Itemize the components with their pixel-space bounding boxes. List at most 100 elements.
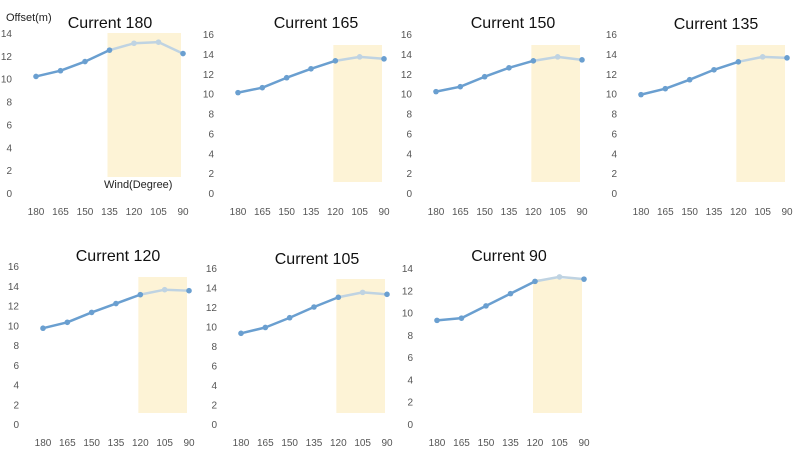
- series-line-segment: [460, 304, 488, 320]
- y-tick-label: 2: [407, 398, 413, 409]
- highlight-region: [533, 279, 582, 413]
- y-tick-label: 14: [206, 284, 218, 295]
- data-point: [434, 317, 440, 324]
- chart-panel: Current 105 0 2 4 6 8 10 12 14 16 180 165 150 135 120 1…: [206, 251, 393, 449]
- y-tick-label: 16: [203, 30, 215, 41]
- x-tick-label: 135: [101, 207, 118, 218]
- y-tick-label: 14: [203, 50, 215, 61]
- data-point: [662, 85, 669, 92]
- x-tick-label: 105: [156, 438, 173, 449]
- chart-panel: Current 150 0 2 4 6 8 10 12 14 16 180 165 150 135 120 1…: [401, 15, 588, 218]
- data-point: [262, 324, 269, 331]
- x-tick-label: 180: [428, 207, 445, 218]
- series-line-segment: [358, 55, 386, 61]
- y-tick-label: 16: [606, 30, 618, 41]
- x-tick-label: 90: [781, 207, 793, 218]
- y-tick-label: 4: [13, 381, 19, 392]
- chart-panel: Current 120 0 2 4 6 8 10 12 14 16 180 165 150 135 120 1…: [8, 248, 195, 449]
- y-tick-label: 8: [407, 331, 413, 342]
- x-tick-label: 165: [59, 438, 76, 449]
- x-tick-label: 150: [476, 207, 493, 218]
- data-point: [433, 88, 439, 95]
- x-tick-label: 135: [306, 438, 323, 449]
- data-point: [735, 59, 742, 65]
- highlight-region: [531, 45, 580, 182]
- series-line-segment: [83, 48, 111, 63]
- highlight-region: [336, 279, 385, 413]
- series-line-segment: [361, 291, 389, 296]
- x-tick-label: 165: [254, 207, 271, 218]
- chart-title: Current 120: [76, 248, 161, 265]
- x-tick-label: 165: [452, 207, 469, 218]
- x-tick-label: 180: [633, 207, 650, 218]
- y-tick-label: 10: [402, 309, 414, 320]
- x-tick-label: 150: [83, 438, 100, 449]
- series-line-segment: [261, 76, 288, 89]
- series-line-segment: [712, 60, 740, 72]
- series-line-segment: [639, 87, 667, 96]
- y-tick-label: 4: [208, 149, 214, 160]
- chart-title: Current 150: [471, 15, 556, 32]
- x-tick-label: 120: [330, 438, 347, 449]
- y-tick-label: 2: [6, 166, 12, 177]
- data-point: [711, 66, 717, 73]
- data-point: [335, 294, 342, 301]
- data-point: [82, 58, 88, 65]
- x-tick-label: 90: [177, 207, 189, 218]
- x-tick-label: 90: [578, 438, 590, 449]
- y-tick-label: 12: [1, 52, 13, 63]
- series-line-segment: [157, 40, 185, 55]
- y-tick-label: 4: [6, 143, 12, 154]
- y-tick-label: 2: [406, 169, 412, 180]
- data-point: [638, 91, 644, 98]
- data-point: [556, 274, 563, 280]
- data-point: [155, 39, 162, 45]
- chart-title: Current 165: [274, 15, 359, 32]
- series-line-segment: [139, 288, 166, 296]
- y-tick-label: 4: [407, 375, 413, 386]
- data-point: [57, 67, 64, 74]
- y-tick-label: 14: [401, 50, 413, 61]
- data-point: [238, 330, 244, 337]
- highlight-region: [138, 277, 187, 413]
- highlight-region: [107, 33, 181, 177]
- x-tick-label: 105: [549, 207, 566, 218]
- x-tick-label: 135: [502, 438, 519, 449]
- y-tick-label: 10: [206, 323, 218, 334]
- x-tick-label: 180: [429, 438, 446, 449]
- series-line-segment: [132, 40, 160, 45]
- y-tick-label: 8: [611, 110, 617, 121]
- x-tick-label: 105: [351, 207, 368, 218]
- y-tick-label: 14: [402, 264, 414, 275]
- x-tick-label: 180: [233, 438, 250, 449]
- y-tick-label: 8: [211, 342, 217, 353]
- y-tick-label: 10: [606, 90, 618, 101]
- data-point: [88, 309, 95, 316]
- series-line-segment: [435, 316, 463, 322]
- data-point: [131, 40, 137, 47]
- y-tick-label: 10: [8, 321, 20, 332]
- y-axis-label: Offset(m): [6, 12, 52, 24]
- data-point: [381, 56, 387, 62]
- data-point: [283, 74, 290, 81]
- y-tick-label: 6: [6, 120, 12, 131]
- data-point: [784, 55, 790, 61]
- data-point: [286, 314, 293, 321]
- series-line-segment: [533, 275, 561, 283]
- x-tick-label: 105: [551, 438, 568, 449]
- x-tick-label: 150: [478, 438, 495, 449]
- y-tick-label: 6: [13, 361, 19, 372]
- series-line-segment: [556, 55, 584, 62]
- x-tick-label: 120: [327, 207, 344, 218]
- x-tick-label: 135: [501, 207, 518, 218]
- y-tick-label: 6: [407, 353, 413, 364]
- y-tick-label: 12: [203, 70, 215, 81]
- y-tick-label: 12: [401, 70, 413, 81]
- y-tick-label: 4: [611, 149, 617, 160]
- x-tick-label: 90: [576, 207, 588, 218]
- data-point: [759, 54, 766, 60]
- series-line-segment: [285, 67, 313, 79]
- x-tick-label: 105: [150, 207, 167, 218]
- x-tick-label: 180: [35, 438, 52, 449]
